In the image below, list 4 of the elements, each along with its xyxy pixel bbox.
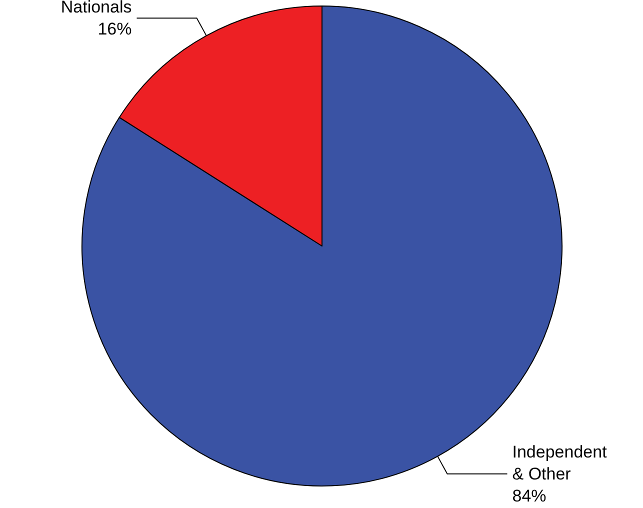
slice-label: Independent & Other bbox=[512, 442, 612, 484]
slice-label: Nationals bbox=[60, 0, 132, 17]
data-label: 16% bbox=[98, 20, 132, 39]
data-label: 84% bbox=[512, 486, 546, 506]
